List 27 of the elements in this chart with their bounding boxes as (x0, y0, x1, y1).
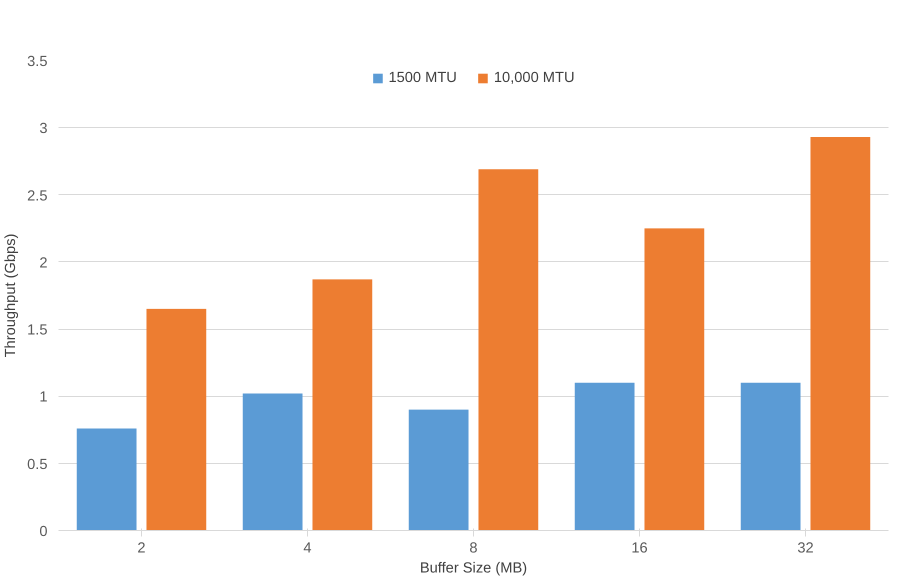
x-tick-label: 2 (137, 540, 146, 556)
x-tick-label: 32 (797, 540, 814, 556)
bar (644, 228, 704, 530)
bar (740, 382, 801, 530)
y-tick-label: 0 (39, 524, 48, 540)
x-tick-label: 8 (469, 540, 478, 556)
x-tick-label: 4 (303, 540, 312, 556)
y-tick-label: 3.5 (27, 54, 48, 70)
bar (76, 428, 137, 530)
bar (408, 410, 469, 530)
y-tick-label: 2.5 (27, 188, 48, 204)
bar (574, 382, 635, 530)
y-tick-label: 1 (39, 390, 48, 406)
y-tick-label: 3 (39, 121, 48, 138)
y-tick-label: 0.5 (27, 456, 48, 473)
y-tick-label: 1.5 (27, 322, 48, 339)
legend-label: 1500 MTU (388, 70, 457, 86)
bar (478, 169, 538, 530)
bar (810, 137, 870, 530)
x-tick-label: 16 (631, 540, 648, 556)
y-tick-label: 2 (39, 255, 48, 272)
legend-label: 10,000 MTU (494, 70, 575, 86)
y-axis-title: Throughput (Gbps) (3, 234, 20, 358)
x-axis-title: Buffer Size (MB) (420, 560, 528, 576)
bar (242, 394, 303, 530)
bar (146, 308, 206, 530)
bar (312, 279, 372, 530)
